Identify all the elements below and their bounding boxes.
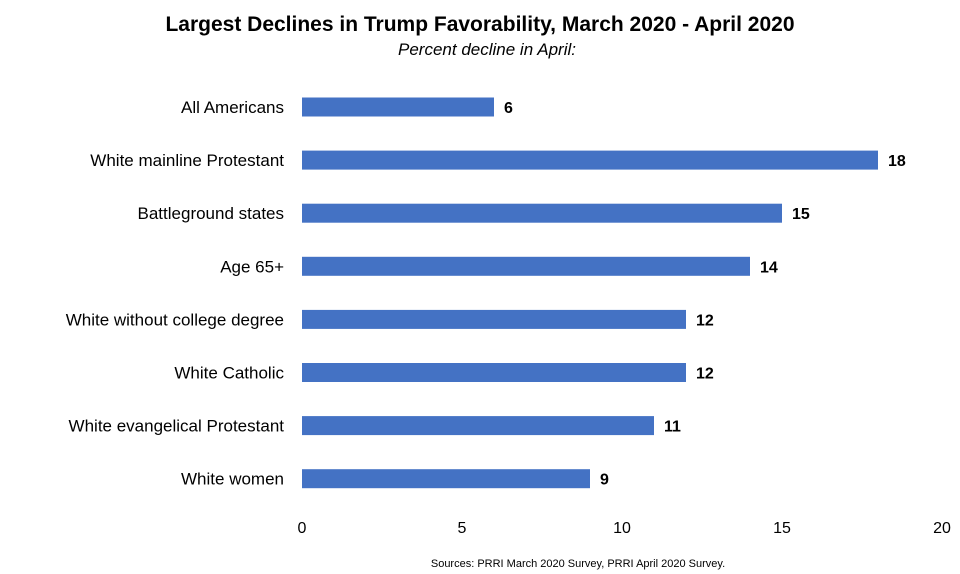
source-note: Sources: PRRI March 2020 Survey, PRRI Ap… (431, 558, 725, 570)
data-label: 12 (696, 366, 714, 383)
bars-group: All Americans 6 White mainline Protestant 1… (66, 97, 906, 489)
bar (302, 363, 686, 382)
x-tick-label: 20 (933, 520, 951, 537)
bar (302, 256, 750, 276)
bar (302, 97, 494, 117)
x-axis-ticks: 0 5 10 15 20 (298, 520, 951, 537)
chart-subtitle: Percent decline in April: (398, 40, 576, 59)
x-tick-label: 15 (773, 520, 791, 537)
bar (302, 309, 686, 329)
data-label: 18 (888, 153, 906, 170)
category-label: White Catholic (174, 364, 284, 383)
category-label: Age 65+ (220, 257, 284, 276)
category-label: White evangelical Protestant (69, 417, 285, 436)
x-tick-label: 5 (458, 520, 467, 537)
category-label: Battleground states (138, 204, 284, 223)
category-label: White without college degree (66, 310, 284, 329)
x-tick-label: 0 (298, 520, 307, 537)
category-label: All Americans (181, 98, 284, 117)
data-label: 6 (504, 100, 513, 117)
category-label: White women (181, 470, 284, 489)
bar (302, 203, 782, 223)
data-label: 14 (760, 259, 778, 276)
data-label: 15 (792, 206, 810, 223)
category-label: White mainline Protestant (90, 151, 284, 170)
data-label: 9 (600, 472, 609, 489)
x-tick-label: 10 (613, 520, 631, 537)
bar (302, 416, 654, 436)
bar (302, 150, 878, 170)
bar (302, 469, 590, 489)
chart-title: Largest Declines in Trump Favorability, … (165, 13, 794, 36)
data-label: 12 (696, 312, 714, 329)
data-label: 11 (664, 419, 681, 436)
